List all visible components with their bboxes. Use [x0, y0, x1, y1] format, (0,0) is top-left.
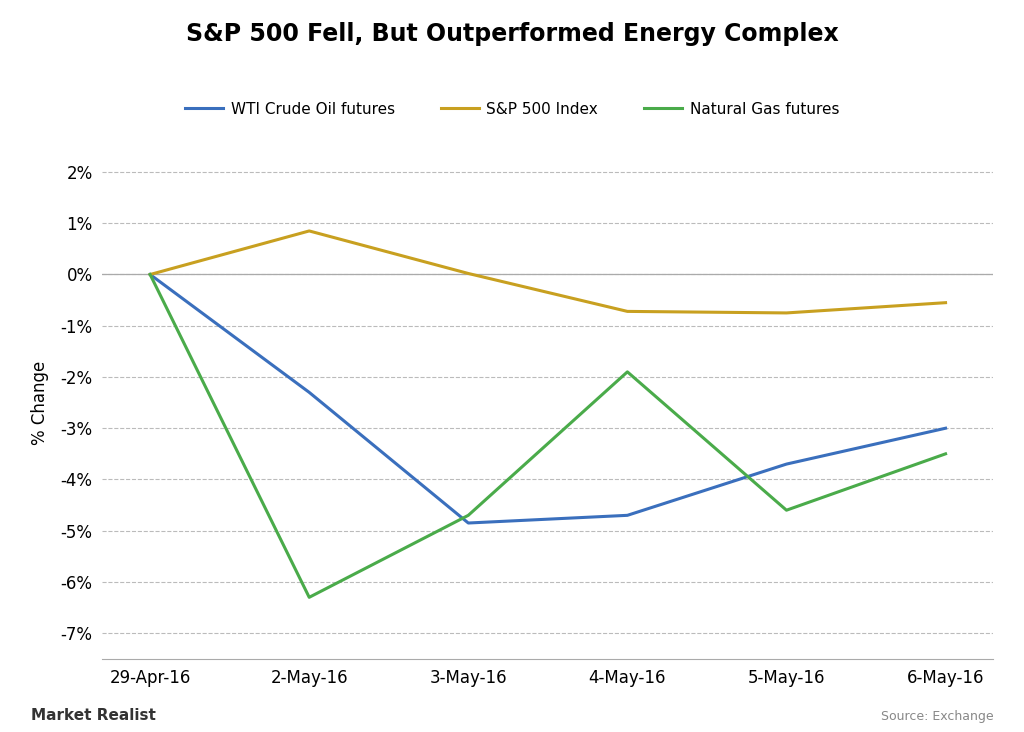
WTI Crude Oil futures	[939, 424, 951, 433]
WTI Crude Oil futures	[144, 270, 157, 279]
S&P 500 Index	[303, 226, 315, 235]
Line: WTI Crude Oil futures: WTI Crude Oil futures	[151, 274, 945, 523]
WTI Crude Oil futures	[303, 388, 315, 397]
Text: S&P 500 Fell, But Outperformed Energy Complex: S&P 500 Fell, But Outperformed Energy Co…	[185, 22, 839, 46]
S&P 500 Index	[462, 269, 474, 278]
Y-axis label: % Change: % Change	[32, 360, 49, 445]
Natural Gas futures	[780, 506, 793, 515]
S&P 500 Index	[780, 308, 793, 317]
S&P 500 Index	[622, 307, 634, 315]
Text: Source: Exchange: Source: Exchange	[881, 710, 993, 723]
Text: Market Realist: Market Realist	[31, 709, 156, 723]
WTI Crude Oil futures	[780, 460, 793, 468]
WTI Crude Oil futures	[622, 511, 634, 520]
Line: S&P 500 Index: S&P 500 Index	[151, 231, 945, 313]
WTI Crude Oil futures	[462, 518, 474, 527]
Natural Gas futures	[462, 511, 474, 520]
S&P 500 Index	[144, 270, 157, 279]
Natural Gas futures	[939, 449, 951, 458]
Natural Gas futures	[144, 270, 157, 279]
Natural Gas futures	[303, 593, 315, 602]
S&P 500 Index	[939, 299, 951, 307]
Natural Gas futures	[622, 367, 634, 376]
Line: Natural Gas futures: Natural Gas futures	[151, 274, 945, 597]
Legend: WTI Crude Oil futures, S&P 500 Index, Natural Gas futures: WTI Crude Oil futures, S&P 500 Index, Na…	[178, 95, 846, 123]
